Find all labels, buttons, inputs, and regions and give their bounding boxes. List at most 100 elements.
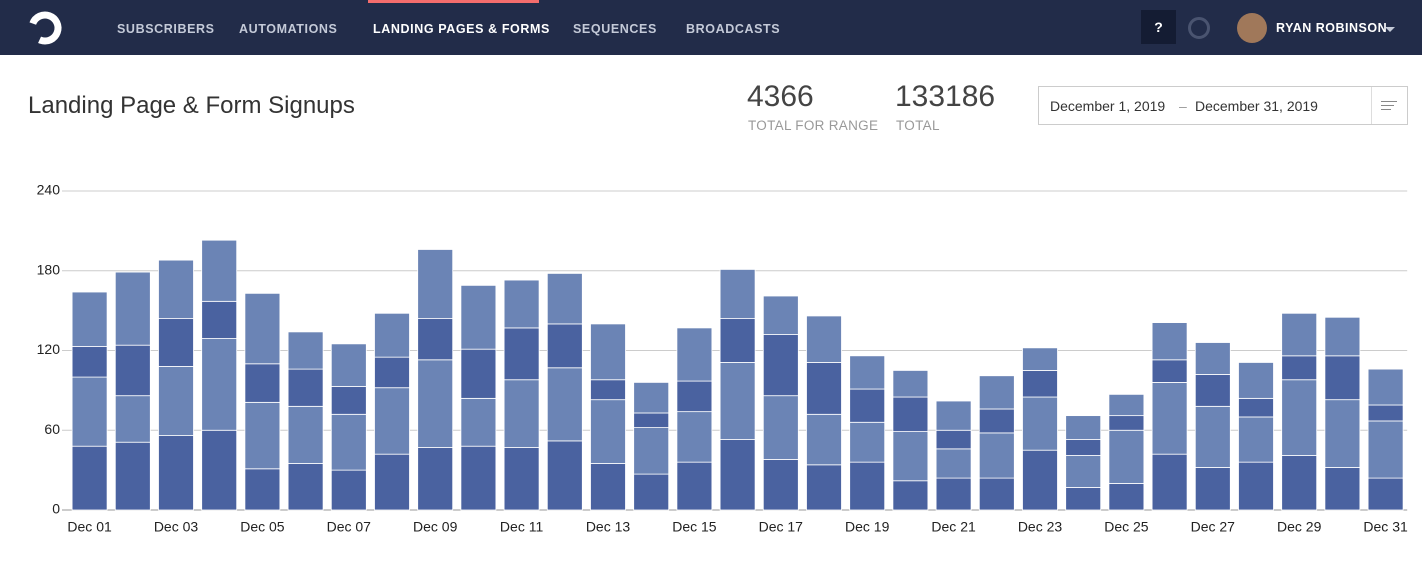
bar-segment — [330, 343, 367, 387]
x-tick-label: Dec 15 — [672, 519, 717, 535]
bar-segment — [503, 379, 540, 448]
nav-item[interactable]: BROADCASTS — [686, 22, 781, 36]
bar-segment — [676, 327, 713, 382]
bar-segment — [114, 441, 151, 511]
bar-segment — [1281, 379, 1318, 456]
bar-segment — [1108, 415, 1145, 431]
bar-segment — [71, 376, 108, 447]
bar-segment — [1065, 455, 1102, 488]
x-tick-label: Dec 03 — [154, 519, 199, 535]
date-end[interactable]: December 31, 2019 — [1195, 98, 1318, 114]
bar-segment — [374, 387, 410, 455]
bar-segment — [633, 427, 670, 475]
bar-segment — [460, 397, 497, 447]
bar-segment — [114, 395, 151, 443]
bar-segment — [330, 385, 367, 415]
bar-segment — [1151, 359, 1188, 383]
bar-segment — [590, 323, 626, 381]
bar-segment — [114, 271, 151, 346]
bar-segment — [1238, 397, 1274, 418]
bar-segment — [762, 395, 799, 460]
x-tick-label: Dec 27 — [1191, 519, 1236, 535]
bar-segment — [374, 453, 410, 511]
logo[interactable] — [26, 8, 66, 48]
bar-segment — [71, 291, 108, 347]
status-icon[interactable] — [1188, 17, 1210, 39]
bar-segment — [978, 408, 1015, 434]
y-tick-label: 240 — [37, 182, 61, 198]
x-tick-label: Dec 07 — [327, 519, 372, 535]
dropdown-caret[interactable] — [1385, 27, 1395, 32]
bar-segment — [546, 440, 583, 511]
bar-segment — [806, 362, 842, 415]
bar-segment — [849, 421, 886, 463]
bar-segment — [417, 249, 454, 320]
y-tick-label: 120 — [37, 341, 61, 357]
bar-segment — [460, 445, 497, 511]
active-indicator — [368, 0, 539, 3]
bar-segment — [1367, 477, 1404, 511]
bar-segment — [762, 459, 799, 511]
nav-item[interactable]: SUBSCRIBERS — [117, 22, 215, 36]
bar-segment — [201, 300, 238, 339]
x-tick-label: Dec 17 — [759, 519, 804, 535]
bar-segment — [849, 388, 886, 423]
bar-segment — [1022, 396, 1058, 451]
bar-segment — [892, 480, 929, 511]
bar-segment — [1151, 322, 1188, 361]
bar-segment — [71, 346, 108, 378]
bar-segment — [1194, 405, 1231, 468]
x-tick-label: Dec 23 — [1018, 519, 1063, 535]
bar-segment — [287, 463, 324, 511]
bar-segment — [719, 318, 756, 363]
nav-item[interactable]: SEQUENCES — [573, 22, 657, 36]
y-tick-label: 60 — [44, 421, 60, 437]
bar-segment — [1238, 362, 1274, 399]
date-start[interactable]: December 1, 2019 — [1050, 98, 1166, 114]
stat-label: TOTAL — [896, 118, 940, 133]
bar-segment — [1022, 370, 1058, 398]
x-tick-label: Dec 25 — [1104, 519, 1149, 535]
bar-segment — [460, 348, 497, 399]
bar-segment — [114, 344, 151, 397]
bar-segment — [158, 366, 194, 436]
bar-segment — [201, 239, 238, 302]
user-name[interactable]: RYAN ROBINSON — [1276, 21, 1388, 35]
bar-segment — [762, 334, 799, 397]
bar-segment — [1238, 461, 1274, 511]
bar-segment — [1324, 467, 1361, 511]
bar-segment — [1065, 415, 1102, 440]
bar-segment — [978, 477, 1015, 511]
bar-segment — [633, 412, 670, 428]
bar-segment — [1151, 453, 1188, 511]
date-range-picker[interactable]: December 1, 2019 – December 31, 2019 — [1038, 86, 1408, 125]
bar-segment — [1108, 393, 1145, 417]
bar-segment — [1022, 449, 1058, 511]
nav-item[interactable]: LANDING PAGES & FORMS — [373, 22, 550, 36]
menu-icon[interactable] — [1371, 87, 1407, 124]
bar-segment — [201, 338, 238, 431]
nav-bar: SUBSCRIBERS AUTOMATIONS LANDING PAGES & … — [0, 0, 1422, 55]
bar-segment — [71, 445, 108, 511]
bar-segment — [1194, 342, 1231, 375]
bar-segment — [935, 477, 972, 511]
bar-segment — [633, 381, 670, 414]
x-tick-label: Dec 29 — [1277, 519, 1322, 535]
bar-segment — [1194, 467, 1231, 511]
bar-segment — [1108, 429, 1145, 484]
nav-item[interactable]: AUTOMATIONS — [239, 22, 338, 36]
bar-segment — [546, 323, 583, 369]
bar-segment — [633, 473, 670, 511]
bar-segment — [330, 469, 367, 511]
bar-segment — [892, 370, 929, 398]
bar-segment — [1238, 416, 1274, 463]
help-button[interactable]: ? — [1141, 10, 1176, 44]
bar-segment — [1367, 368, 1404, 406]
bar-segment — [158, 435, 194, 511]
bar-segment — [374, 312, 410, 358]
avatar[interactable] — [1237, 13, 1267, 43]
stat-label: TOTAL FOR RANGE — [748, 118, 879, 133]
bar-segment — [244, 468, 281, 511]
bar-segment — [503, 327, 540, 381]
